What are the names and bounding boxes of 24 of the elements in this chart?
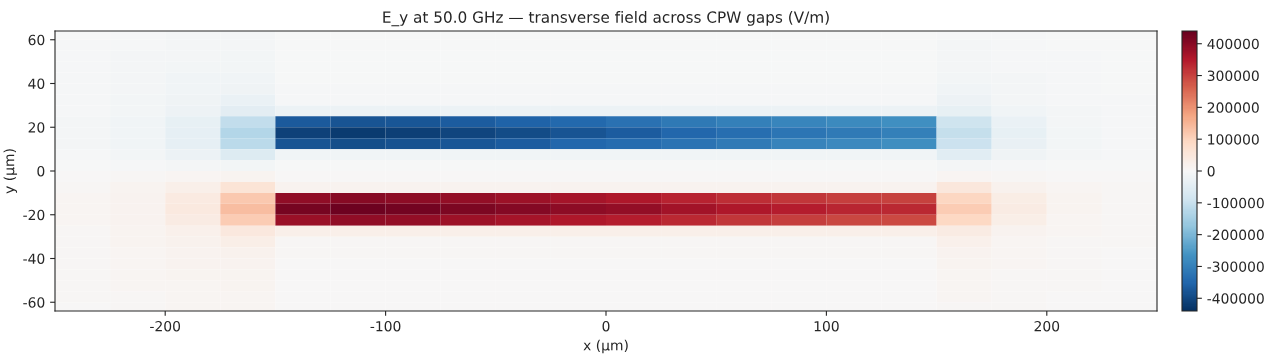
x-tick-label: 0 <box>602 320 610 332</box>
color-bar-label: -100000 <box>1207 197 1264 209</box>
y-tick-label: 60 <box>28 34 45 46</box>
color-bar-label: -200000 <box>1207 229 1264 241</box>
y-tick-label: -40 <box>23 253 45 264</box>
chart-title: E_y at 50.0 GHz — transverse field across CPW gaps (V/m) <box>383 11 829 27</box>
x-tick-label: 200 <box>1034 320 1060 332</box>
x-tick-label: -100 <box>370 320 401 332</box>
color-bar-label: 0 <box>1207 165 1215 177</box>
color-bar-label: -300000 <box>1207 261 1264 272</box>
y-tick-label: 40 <box>28 78 45 89</box>
x-tick-label: -200 <box>150 320 181 332</box>
color-bar-label: 100000 <box>1208 134 1259 145</box>
color-bar-label: 300000 <box>1207 70 1259 82</box>
y-tick-label: 20 <box>28 122 45 133</box>
color-bar-label: 400000 <box>1207 38 1259 50</box>
color-bar-label: -400000 <box>1207 293 1264 304</box>
y-tick-label: -20 <box>23 209 45 221</box>
x-tick-label: 100 <box>814 320 839 332</box>
x-axis-title: x (µm) <box>583 339 628 354</box>
color-bar-label: 200000 <box>1207 102 1259 113</box>
y-axis-title: y (µm) <box>3 149 18 194</box>
y-tick-label: 0 <box>37 165 45 177</box>
y-tick-label: -60 <box>23 297 45 308</box>
